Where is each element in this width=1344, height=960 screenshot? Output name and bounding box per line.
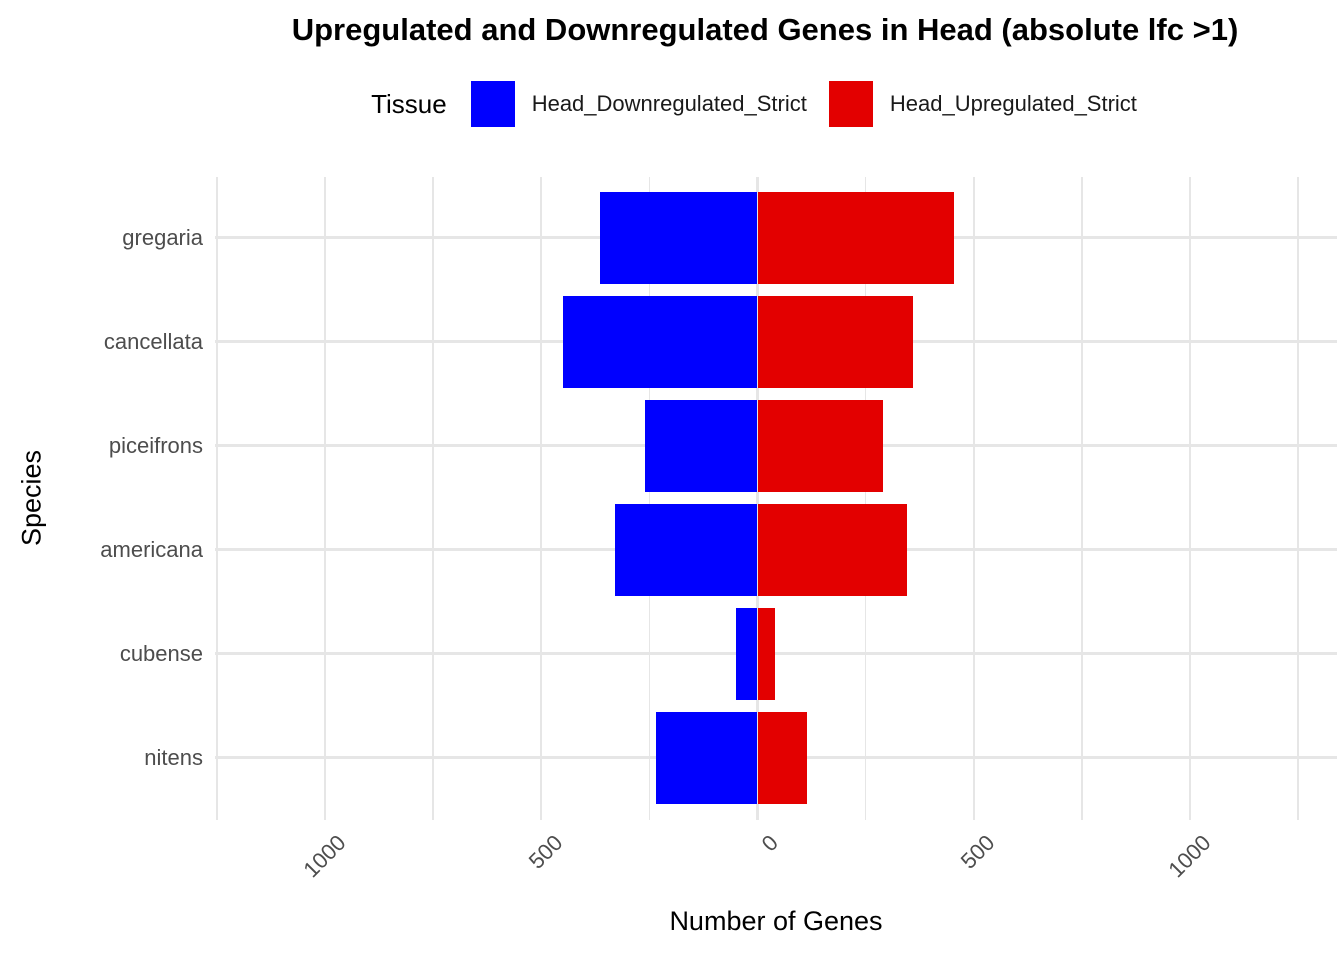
x-axis-title: Number of Genes xyxy=(669,906,883,936)
x-major-gridline xyxy=(1188,177,1191,820)
y-tick-label-cancellata: cancellata xyxy=(103,328,203,354)
y-tick-label-cubense: cubense xyxy=(119,640,203,666)
x-minor-gridline xyxy=(864,177,867,820)
x-minor-gridline xyxy=(216,177,218,820)
x-major-gridline xyxy=(540,177,543,820)
bar-upregulated-piceifrons xyxy=(757,399,883,492)
bar-upregulated-americana xyxy=(757,503,907,596)
y-tick-label-gregaria: gregaria xyxy=(122,224,203,250)
x-minor-gridline xyxy=(648,177,651,820)
x-tick-label-1000: 1000 xyxy=(298,830,351,883)
x-tick-label-500: 500 xyxy=(955,830,1000,874)
bar-downregulated-cancellata xyxy=(562,295,758,388)
y-tick-label-nitens: nitens xyxy=(144,744,203,770)
y-axis-tick-labels: gregaria cancellata piceifrons americana cub… xyxy=(0,177,203,820)
bar-downregulated-piceifrons xyxy=(645,399,758,492)
legend-title: Tissue xyxy=(371,88,447,119)
x-minor-gridline xyxy=(1297,177,1299,820)
plot-panel xyxy=(215,177,1337,820)
bar-upregulated-nitens xyxy=(757,711,808,804)
x-tick-label-500: 500 xyxy=(523,830,567,874)
bar-upregulated-gregaria xyxy=(757,191,955,284)
x-tick-label-0: 0 xyxy=(756,830,784,857)
y-tick-label-piceifrons: piceifrons xyxy=(108,432,203,458)
bar-downregulated-americana xyxy=(614,503,758,596)
bar-downregulated-nitens xyxy=(655,711,758,804)
bar-upregulated-cancellata xyxy=(757,295,914,388)
legend-swatch-icon xyxy=(470,81,515,127)
bar-upregulated-cubense xyxy=(757,607,775,700)
x-major-gridline xyxy=(756,177,759,820)
legend-swatch-icon xyxy=(828,81,873,127)
x-major-gridline xyxy=(972,177,975,820)
x-major-gridline xyxy=(324,177,327,820)
chart-title: Upregulated and Downregulated Genes in H… xyxy=(291,12,1239,47)
y-major-gridline xyxy=(215,652,1337,655)
y-tick-label-americana: americana xyxy=(100,536,203,562)
legend-item-upregulated: Head_Upregulated_Strict xyxy=(828,81,1137,127)
legend-item-downregulated: Head_Downregulated_Strict xyxy=(470,81,807,127)
x-tick-label-1000: 1000 xyxy=(1163,830,1216,883)
legend-label: Head_Upregulated_Strict xyxy=(889,91,1137,116)
bar-downregulated-cubense xyxy=(735,607,758,700)
legend-label: Head_Downregulated_Strict xyxy=(531,91,807,116)
legend: Tissue Head_Downregulated_Strict Head_Upr… xyxy=(186,78,1344,130)
x-minor-gridline xyxy=(432,177,434,820)
x-axis-tick-labels: 1000 500 0 500 1000 xyxy=(215,830,1337,910)
x-minor-gridline xyxy=(1081,177,1083,820)
y-axis-title: Species xyxy=(16,449,47,547)
bar-downregulated-gregaria xyxy=(599,191,758,284)
